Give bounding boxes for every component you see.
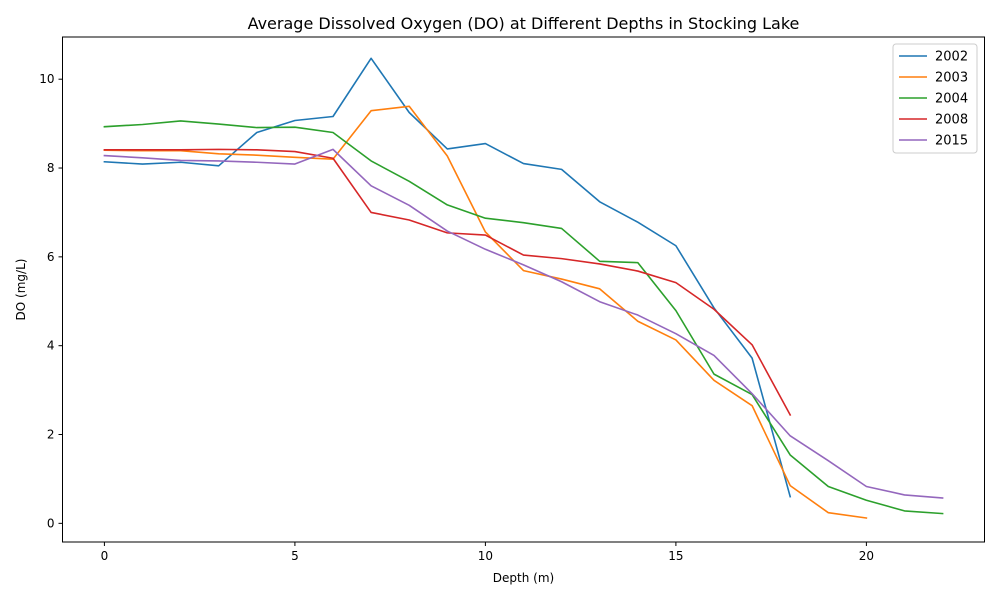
series-line-2008 bbox=[103, 148, 792, 417]
series-line-2004 bbox=[103, 120, 944, 515]
x-tick-label: 5 bbox=[291, 549, 299, 563]
x-tick-label: 0 bbox=[101, 549, 109, 563]
y-tick-label: 4 bbox=[47, 339, 55, 353]
chart-title: Average Dissolved Oxygen (DO) at Differe… bbox=[248, 14, 800, 33]
legend: 2002 2003 2004 2008 2015 bbox=[892, 43, 978, 154]
plot-frame bbox=[62, 36, 985, 543]
y-tick-label: 2 bbox=[47, 428, 55, 442]
x-tick-label: 15 bbox=[668, 549, 683, 563]
plot-area: 0 5 10 15 20 0 2 4 6 8 10 bbox=[39, 36, 985, 563]
x-tick-label: 20 bbox=[859, 549, 874, 563]
series-line-2003 bbox=[103, 105, 868, 519]
x-tick-label: 10 bbox=[478, 549, 493, 563]
legend-label-2002: 2002 bbox=[935, 50, 968, 65]
legend-box bbox=[892, 43, 978, 154]
y-tick-label: 6 bbox=[47, 250, 55, 264]
legend-label-2015: 2015 bbox=[935, 134, 968, 149]
series-lines bbox=[103, 57, 944, 519]
legend-label-2003: 2003 bbox=[935, 71, 968, 86]
y-tick-label: 10 bbox=[39, 72, 54, 86]
y-axis: 0 2 4 6 8 10 bbox=[39, 72, 63, 530]
y-axis-label: DO (mg/L) bbox=[14, 259, 28, 321]
x-axis-label: Depth (m) bbox=[493, 571, 554, 585]
series-line-2015 bbox=[103, 148, 944, 499]
x-axis: 0 5 10 15 20 bbox=[101, 542, 874, 563]
y-tick-label: 0 bbox=[47, 516, 55, 530]
legend-label-2004: 2004 bbox=[935, 92, 968, 107]
y-tick-label: 8 bbox=[47, 161, 55, 175]
series-line-2002 bbox=[103, 57, 792, 498]
legend-label-2008: 2008 bbox=[935, 113, 968, 128]
